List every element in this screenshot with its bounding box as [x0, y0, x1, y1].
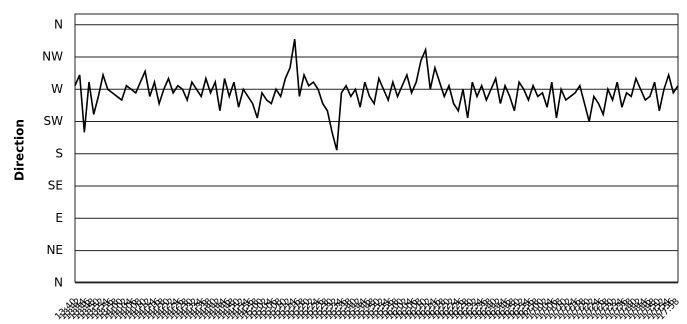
y-tick-label: W — [51, 82, 63, 96]
plot-frame — [74, 13, 679, 283]
y-tick-label: N — [54, 275, 63, 289]
y-tick-label: E — [55, 211, 63, 225]
y-tick-label: S — [55, 146, 63, 160]
y-tick-label: SW — [44, 114, 64, 128]
y-tick-label: NW — [42, 50, 63, 64]
data-line — [74, 38, 679, 151]
y-tick-label: SE — [48, 179, 63, 193]
y-tick-label: N — [54, 17, 63, 31]
y-axis-label: Direction — [13, 119, 27, 181]
y-tick-label: NE — [46, 243, 63, 257]
